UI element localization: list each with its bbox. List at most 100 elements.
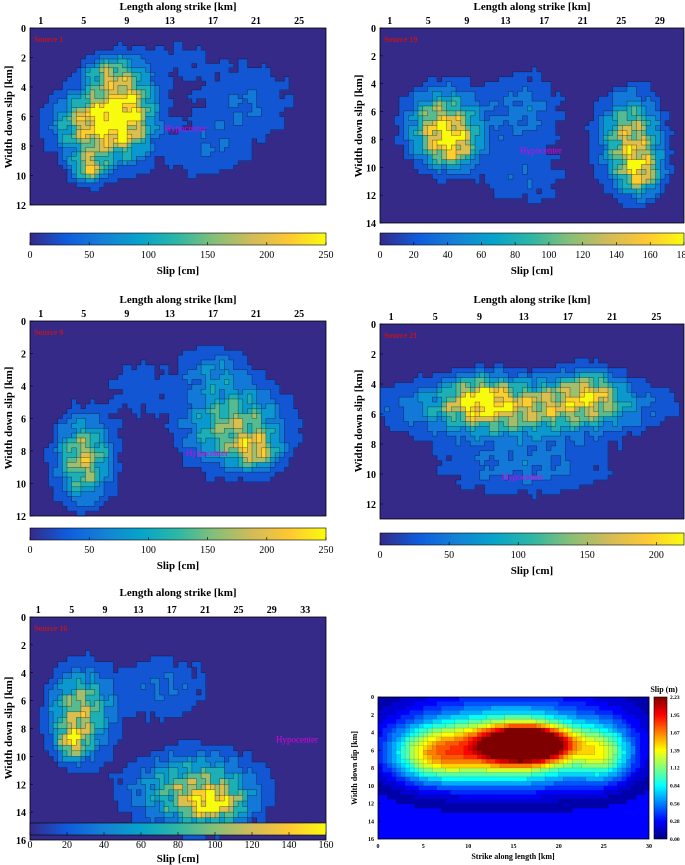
slip-cell xyxy=(394,402,400,408)
slip-cell xyxy=(122,63,128,69)
slip-cell xyxy=(479,169,485,175)
slip-cell xyxy=(252,98,258,104)
panel-source-19: Length along strike [km] 1 5 9 13 17 21 25 29 0… xyxy=(353,1,685,277)
slip-cell xyxy=(43,447,49,454)
slip-cell xyxy=(141,107,147,113)
slip-cell xyxy=(508,402,514,408)
slip-cell xyxy=(62,457,68,463)
slip-cell xyxy=(508,96,514,102)
slip-cell xyxy=(57,486,63,493)
slip-cell xyxy=(517,387,523,393)
slip-cell xyxy=(536,441,542,447)
slip-cell xyxy=(631,179,637,185)
slip-cell xyxy=(122,683,128,690)
slip-cell xyxy=(541,174,547,180)
slip-cell xyxy=(99,486,105,493)
slip-cell xyxy=(131,379,137,385)
slip-cell xyxy=(57,496,63,502)
slip-cell xyxy=(598,159,604,165)
slip-cell xyxy=(104,94,110,100)
slip-cell xyxy=(215,67,221,73)
slip-cell xyxy=(90,438,96,444)
slip-cell xyxy=(508,130,514,136)
slip-cell xyxy=(522,169,528,175)
slip-cell xyxy=(427,106,433,112)
slip-cell xyxy=(178,672,184,679)
slip-cell xyxy=(541,96,547,102)
slip-cell xyxy=(159,54,165,60)
slip-cell xyxy=(247,120,253,126)
slip-cell xyxy=(612,174,618,180)
slip-cell xyxy=(247,94,253,100)
slip-cell xyxy=(201,379,207,385)
slip-cell xyxy=(479,86,485,92)
slip-cell xyxy=(215,156,221,162)
slip-cell xyxy=(598,120,604,126)
slip-cell xyxy=(117,438,123,444)
slip-cell xyxy=(113,138,119,144)
x-tick-labels: 1 5 9 13 17 21 25 xyxy=(389,312,662,323)
slip-cell xyxy=(631,149,637,156)
slip-cell xyxy=(494,445,500,452)
slip-cell xyxy=(247,116,253,122)
slip-cell xyxy=(94,134,100,140)
slip-cell xyxy=(136,389,142,395)
slip-cell xyxy=(646,164,652,170)
slip-cell xyxy=(622,145,628,151)
slip-cell xyxy=(555,372,561,379)
slip-cell xyxy=(67,143,73,148)
slip-cell xyxy=(408,406,414,413)
slip-cell xyxy=(224,418,230,424)
slip-cell xyxy=(219,85,225,91)
slip-cell xyxy=(247,67,253,73)
slip-cell xyxy=(536,436,542,442)
slip-cell xyxy=(546,130,552,136)
slip-cell xyxy=(513,441,519,447)
slip-cell xyxy=(394,135,400,141)
slip-cell xyxy=(432,145,438,151)
x-tick-label: 1 xyxy=(387,16,392,27)
slip-cell xyxy=(219,452,225,458)
slip-cell xyxy=(636,164,642,170)
slip-cell xyxy=(513,140,519,146)
slip-cell xyxy=(122,85,128,91)
slip-cell xyxy=(394,406,400,413)
slip-cell xyxy=(427,154,433,161)
slip-cell xyxy=(494,193,500,200)
slip-cell xyxy=(228,447,234,454)
slip-cell xyxy=(90,63,96,69)
slip-cell xyxy=(141,54,147,60)
slip-cell xyxy=(71,667,77,674)
slip-cell xyxy=(131,394,137,400)
slip-cell xyxy=(498,159,504,165)
slip-cell xyxy=(187,63,193,69)
slip-cell xyxy=(99,125,105,131)
slip-cell xyxy=(94,98,100,104)
slip-cell xyxy=(560,441,566,447)
slip-cell xyxy=(527,198,533,204)
slip-cell xyxy=(517,402,523,408)
slip-cell xyxy=(470,140,476,146)
slip-cell xyxy=(252,467,258,473)
slip-cell xyxy=(536,426,542,432)
slip-cell xyxy=(173,151,179,157)
slip-cell xyxy=(242,112,248,117)
slip-cell xyxy=(215,423,221,429)
slip-cell xyxy=(53,486,59,493)
slip-cell xyxy=(479,445,485,452)
slip-cell xyxy=(574,421,580,427)
slip-cell xyxy=(164,76,170,82)
slip-cell xyxy=(437,96,443,102)
slip-cell xyxy=(168,418,174,424)
slip-cell xyxy=(589,445,595,452)
slip-cell xyxy=(187,138,193,144)
slip-cell xyxy=(522,411,528,418)
slip-cell xyxy=(603,154,609,161)
slip-cell xyxy=(99,107,105,113)
slip-cell xyxy=(475,159,481,165)
slip-cell xyxy=(612,411,618,418)
slip-cell xyxy=(593,130,599,136)
slip-cell xyxy=(522,101,528,107)
slip-cell xyxy=(446,406,452,413)
slip-cell xyxy=(187,408,193,415)
